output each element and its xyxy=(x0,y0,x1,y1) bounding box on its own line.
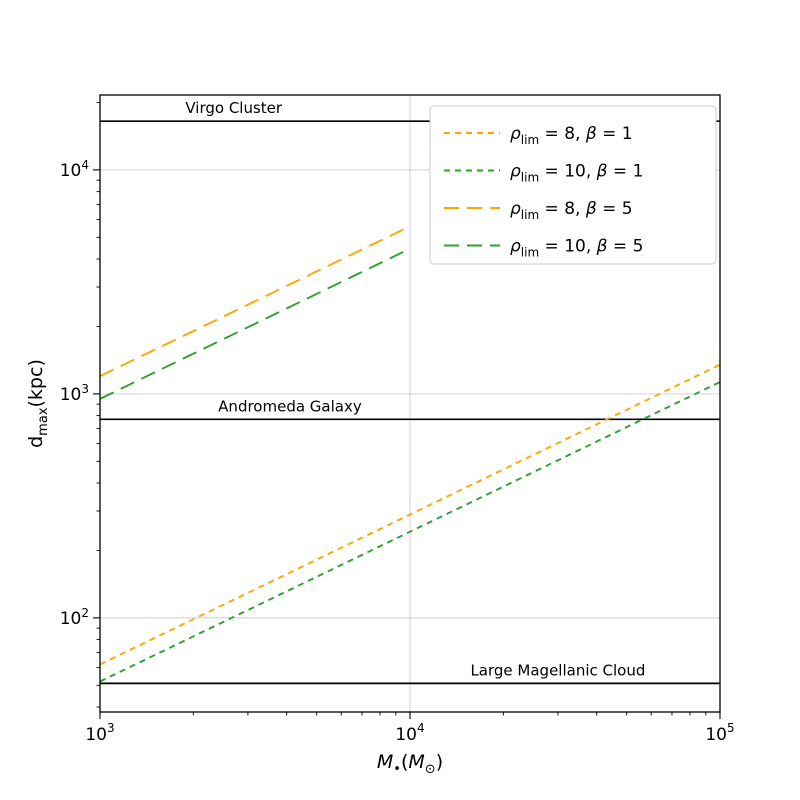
series-line-lim-10-5 xyxy=(99,247,411,400)
legend-label: ρlim = 10, β = 1 xyxy=(510,162,643,185)
ticks: 103 104 105 102 103 104 xyxy=(60,102,735,745)
legend-entry-lim-8-1: ρlim = 8, β = 1 xyxy=(444,124,633,147)
legend-label: ρlim = 8, β = 1 xyxy=(510,124,633,147)
series-line-lim-8-1 xyxy=(99,363,721,666)
series-line-lim-8-5 xyxy=(99,225,411,378)
y-tick-label: 104 xyxy=(60,158,89,181)
x-tick-label: 103 xyxy=(85,721,114,745)
legend-entry-lim-10-1: ρlim = 10, β = 1 xyxy=(444,162,643,185)
x-tick-label: 105 xyxy=(705,721,734,745)
y-axis-label: dmax(kpc) xyxy=(25,359,51,448)
series-line-lim-10-1 xyxy=(99,381,721,683)
x-tick-label: 104 xyxy=(395,721,424,745)
y-tick-label: 102 xyxy=(60,606,89,629)
legend-label: ρlim = 10, β = 5 xyxy=(510,237,643,260)
legend-box xyxy=(429,105,717,265)
annotation-large-magellanic-cloud: Large Magellanic Cloud xyxy=(470,661,645,679)
annotation-virgo-cluster: Virgo Cluster xyxy=(185,99,283,117)
series-lines xyxy=(99,225,721,683)
y-tick-label: 103 xyxy=(60,382,89,405)
annotations: Virgo Cluster Andromeda Galaxy Large Magel… xyxy=(185,99,645,679)
annotation-andromeda-galaxy: Andromeda Galaxy xyxy=(218,397,362,415)
legend-label: ρlim = 8, β = 5 xyxy=(510,199,633,222)
legend-entry-lim-10-5: ρlim = 10, β = 5 xyxy=(444,237,643,260)
legend: ρlim = 8, β = 1 ρlim = 10, β = 1 ρlim = 8,… xyxy=(429,105,717,265)
x-axis-label: M•(M⊙) xyxy=(377,751,443,777)
legend-entry-lim-8-5: ρlim = 8, β = 5 xyxy=(444,199,633,222)
